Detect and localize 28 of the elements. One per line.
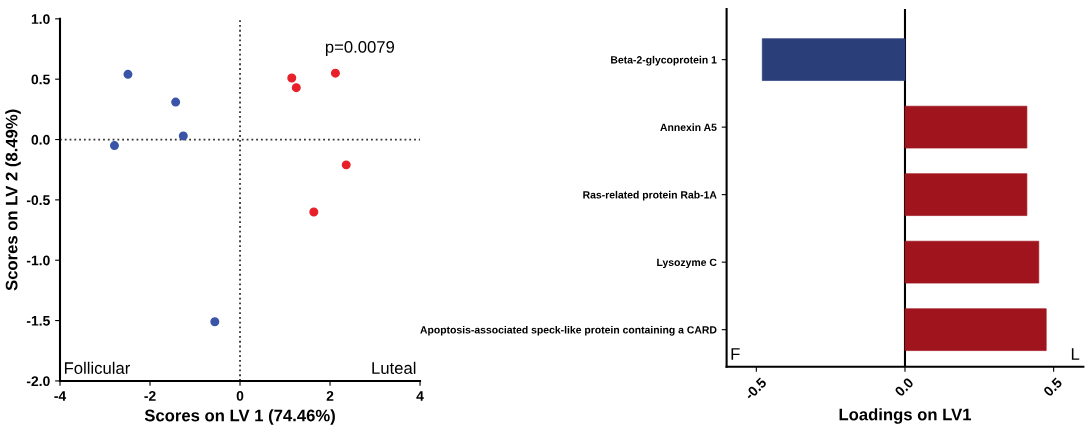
y-tick-label: Lysozyme C [657, 258, 717, 269]
x-tick-label: 0.5 [1042, 377, 1063, 397]
annotation: Luteal [372, 361, 416, 374]
x-tick-label: 0.0 [894, 377, 915, 397]
x-tick-label: 0 [236, 391, 244, 401]
x-tick-label: -2 [144, 391, 156, 401]
x-tick-label: 4 [416, 391, 424, 401]
y-tick-label: -1.0 [26, 255, 50, 266]
y-tick-label: -2.0 [26, 376, 50, 387]
x-tick-label: -0.5 [743, 377, 768, 401]
y-tick-label: 0.5 [31, 74, 50, 85]
annotation: p=0.0079 [325, 41, 395, 57]
y-tick-label: Apoptosis-associated speck-like protein containing a CARD [420, 325, 717, 336]
y-tick-label: Ras-related protein Rab-1A [583, 190, 717, 201]
y-tick-label: Annexin A5 [660, 123, 717, 132]
y-tick-label: 1.0 [31, 14, 50, 24]
annotation: L [1071, 348, 1080, 360]
y-axis-title: Scores on LV 2 (8.49%) [5, 109, 21, 291]
y-tick-label: 0.0 [31, 134, 50, 145]
y-tick-label: -0.5 [26, 195, 50, 206]
annotation: Follicular [64, 361, 131, 374]
y-tick-label: Beta-2-glycoprotein 1 [611, 55, 717, 66]
x-axis-title: Scores on LV 1 (74.46%) [144, 409, 335, 425]
x-tick-label: -4 [54, 391, 67, 401]
x-axis-title: Loadings on LV1 [839, 408, 972, 424]
annotation: F [731, 348, 740, 360]
x-tick-label: 2 [326, 391, 334, 401]
y-tick-label: -1.5 [26, 316, 50, 326]
